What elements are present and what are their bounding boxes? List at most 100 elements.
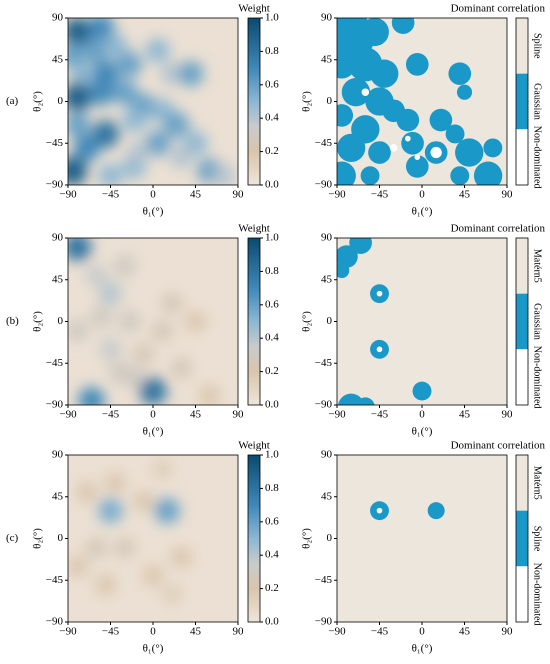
y-tick-label: 90 <box>52 449 64 461</box>
row-label: (b) <box>6 315 19 327</box>
colorbar-tick-label: 1.0 <box>265 12 279 24</box>
weight-blob <box>161 584 182 605</box>
y-tick-label: 45 <box>321 53 333 65</box>
x-tick-label: 45 <box>459 626 471 638</box>
colorbar-frame <box>515 237 529 406</box>
plot-area <box>337 238 507 405</box>
weight-blob <box>78 387 105 405</box>
colorbar-tick-label: 0.2 <box>265 582 279 594</box>
weight-blob <box>68 556 88 577</box>
colorbar-title: Weight <box>238 223 270 235</box>
x-tick-label: 90 <box>502 189 514 201</box>
weight-blob <box>85 264 108 287</box>
panel: Matérn5 Spline Non-dominated Dominant corre… <box>301 440 546 655</box>
colorbar-title: Dominant correlation <box>451 223 546 235</box>
colorbar-tick-label: 0.0 <box>265 179 279 191</box>
weight-blob <box>76 481 98 503</box>
colorbar-tick-label: 0.0 <box>265 616 279 628</box>
y-tick-label: −90 <box>315 616 333 628</box>
weight-blob <box>154 498 180 524</box>
region <box>473 161 503 185</box>
colorbar-segment <box>516 293 528 350</box>
x-tick-label: 45 <box>190 409 202 421</box>
y-tick-label: 45 <box>321 490 333 502</box>
region <box>430 146 442 159</box>
region <box>396 108 420 132</box>
weight-blob <box>145 38 170 63</box>
plot-area <box>68 455 238 622</box>
colorbar-category-label: Non-dominated <box>532 563 543 626</box>
x-tick-label: 0 <box>419 626 425 638</box>
colorbar-title: Weight <box>238 440 270 452</box>
weight-blob <box>70 61 95 86</box>
colorbar-tick-label: 0.8 <box>265 265 279 277</box>
weight-blob <box>99 338 122 361</box>
region <box>337 133 366 163</box>
blobs <box>68 238 220 405</box>
y-tick-label: −45 <box>46 574 64 586</box>
blobs <box>68 18 236 185</box>
colorbar-segment <box>516 73 528 130</box>
region <box>360 166 380 185</box>
y-tick-label: 0 <box>58 532 64 544</box>
weight-blob <box>114 537 136 559</box>
weight-blob <box>109 361 131 384</box>
y-tick-label: −90 <box>46 179 64 191</box>
colorbar-segment <box>516 129 528 185</box>
colorbar-category-label: Non-dominated <box>532 346 543 409</box>
y-tick-label: −45 <box>46 137 64 149</box>
weight-blob <box>68 18 92 47</box>
y-tick-label: 0 <box>327 95 333 107</box>
x-tick-label: 90 <box>233 189 245 201</box>
y-axis-label: θ₂(°) <box>32 91 44 112</box>
colorbar <box>247 17 261 186</box>
y-axis-label: θ₂(°) <box>301 311 313 332</box>
region <box>427 502 445 520</box>
x-tick-label: −90 <box>59 409 77 421</box>
region <box>483 138 503 158</box>
weight-blob <box>127 141 151 164</box>
row-label: (a) <box>6 95 19 107</box>
x-axis-label: θ₁(°) <box>143 206 164 218</box>
colorbar-tick-label: 1.0 <box>265 232 279 244</box>
x-tick-label: 45 <box>459 189 471 201</box>
colorbar-segment <box>516 349 528 405</box>
colorbar-segment <box>516 455 528 511</box>
colorbar-segment <box>516 238 528 294</box>
x-tick-label: −90 <box>328 409 346 421</box>
colorbar <box>247 454 261 623</box>
background <box>337 238 507 405</box>
weight-blob <box>68 319 89 342</box>
colorbar-category-label: Matérn5 <box>532 466 543 500</box>
y-tick-label: 0 <box>327 315 333 327</box>
region <box>376 346 383 353</box>
plot-area <box>68 238 238 405</box>
weight-blob <box>170 357 192 379</box>
weight-blob <box>199 385 220 405</box>
region <box>356 397 375 405</box>
colorbar-tick-label: 0.6 <box>265 298 279 310</box>
weight-blob <box>68 42 86 68</box>
weight-blob <box>68 82 92 112</box>
plot-area <box>337 455 507 622</box>
colorbar-tick-label: 0.0 <box>265 399 279 411</box>
region <box>389 144 398 152</box>
x-tick-label: 0 <box>419 189 425 201</box>
colorbar-tick-label: 0.2 <box>265 145 279 157</box>
region <box>370 59 399 88</box>
y-tick-label: −45 <box>315 357 333 369</box>
x-tick-label: −90 <box>328 189 346 201</box>
y-axis-label: θ₂(°) <box>301 91 313 112</box>
x-tick-label: 45 <box>459 409 471 421</box>
plot-area <box>337 18 507 185</box>
colorbar-tick-label: 0.2 <box>265 365 279 377</box>
panel: Spline Gaussian Non-dominated Dominant corr… <box>301 3 546 218</box>
blobs <box>68 459 192 605</box>
weight-blob <box>91 120 120 148</box>
x-tick-label: −90 <box>59 189 77 201</box>
weight-blob <box>113 255 136 277</box>
weight-blob <box>85 537 107 559</box>
x-axis-label: θ₁(°) <box>412 426 433 438</box>
